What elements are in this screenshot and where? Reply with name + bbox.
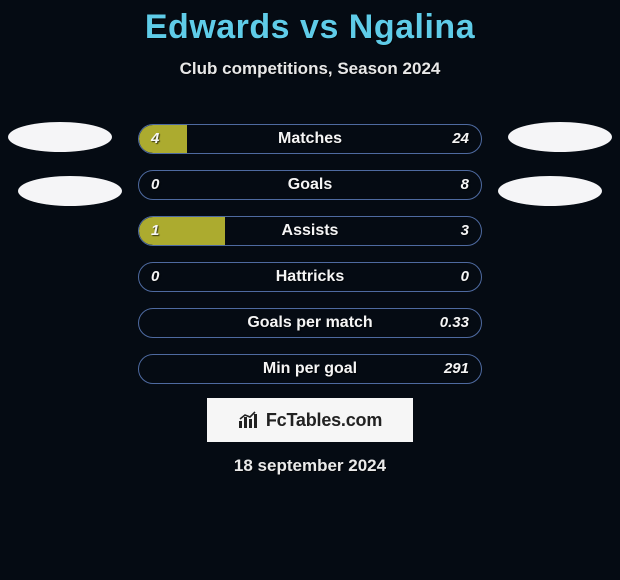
stat-row: Goals0 8 [138, 170, 482, 200]
stat-fill [139, 125, 187, 153]
brand-badge: FcTables.com [207, 398, 413, 442]
page-title: Edwards vs Ngalina [0, 0, 620, 47]
stat-row: Assists13 [138, 216, 482, 246]
stat-value-right: 0.33 [440, 309, 469, 337]
date-line: 18 september 2024 [0, 456, 620, 476]
stat-value-left: 4 [151, 125, 159, 153]
stat-label: Matches [139, 125, 481, 153]
stat-label: Hattricks [139, 263, 481, 291]
stat-value-left: 1 [151, 217, 159, 245]
stat-label: Goals per match [139, 309, 481, 337]
avatar-left-top [8, 122, 112, 152]
page-subtitle: Club competitions, Season 2024 [0, 59, 620, 79]
stat-row: Hattricks0 0 [138, 262, 482, 292]
stat-label: Min per goal [139, 355, 481, 383]
chart-icon [238, 411, 260, 429]
avatar-right-bottom [498, 176, 602, 206]
avatar-right-top [508, 122, 612, 152]
stat-value-left: 0 [151, 171, 159, 199]
stat-value-left: 0 [151, 263, 159, 291]
avatar-left-bottom [18, 176, 122, 206]
stat-value-right: 291 [444, 355, 469, 383]
stat-row: Matches4 24 [138, 124, 482, 154]
stat-value-right: 0 [461, 263, 469, 291]
comparison-bars: Matches424Goals08Assists13Hattricks00Goa… [138, 124, 482, 400]
stat-row: Goals per match0.33 [138, 308, 482, 338]
brand-text: FcTables.com [266, 410, 382, 431]
stat-row: Min per goal291 [138, 354, 482, 384]
stat-value-right: 3 [461, 217, 469, 245]
stat-label: Goals [139, 171, 481, 199]
stat-value-right: 24 [452, 125, 469, 153]
stat-value-right: 8 [461, 171, 469, 199]
